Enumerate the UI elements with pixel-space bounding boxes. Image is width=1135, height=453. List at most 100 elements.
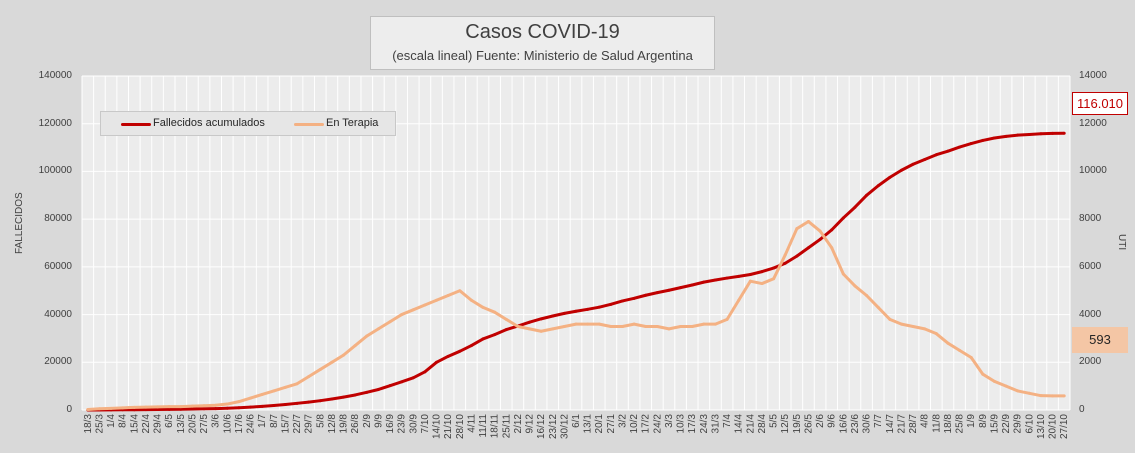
data-point <box>853 205 857 209</box>
data-point <box>876 184 880 188</box>
data-point <box>783 253 787 257</box>
x-tick-label: 27/1 <box>606 414 617 434</box>
data-point <box>400 313 404 317</box>
x-tick-label: 11/11 <box>478 414 489 438</box>
data-point <box>481 305 485 309</box>
data-point <box>435 298 439 302</box>
x-tick-label: 24/3 <box>699 414 710 434</box>
data-point <box>795 254 799 258</box>
x-tick-label: 4/8 <box>920 414 931 428</box>
x-tick-label: 9/6 <box>827 414 838 428</box>
data-point <box>516 325 520 328</box>
legend-swatch-terapia <box>294 123 324 126</box>
y-tick-label-right: 4000 <box>1079 308 1102 320</box>
data-point <box>818 229 822 233</box>
data-point <box>446 293 450 297</box>
x-tick-label: 6/1 <box>571 414 582 428</box>
x-tick-label: 23/9 <box>397 414 408 434</box>
data-point <box>725 276 729 280</box>
data-point <box>958 145 962 149</box>
data-point <box>388 384 392 388</box>
data-point <box>911 325 915 328</box>
x-tick-label: 30/9 <box>408 414 419 434</box>
x-tick-label: 16/12 <box>536 414 547 439</box>
data-point <box>644 325 648 328</box>
x-tick-label: 3/2 <box>617 414 628 428</box>
data-point <box>469 344 473 348</box>
x-tick-label: 30/12 <box>559 414 570 439</box>
x-tick-label: 19/5 <box>792 414 803 434</box>
x-tick-label: 15/7 <box>280 414 291 434</box>
data-point <box>528 320 532 324</box>
x-tick-label: 6/5 <box>164 414 175 428</box>
x-tick-label: 6/10 <box>1024 414 1035 434</box>
data-point <box>748 272 752 276</box>
x-tick-label: 1/7 <box>257 414 268 428</box>
x-tick-label: 28/10 <box>455 414 466 439</box>
data-point <box>342 353 346 357</box>
data-point <box>876 305 880 309</box>
data-point <box>737 298 741 302</box>
y-tick-label-right: 2000 <box>1079 356 1102 368</box>
callout-fallecidos: 116.010 <box>1072 92 1128 115</box>
data-point <box>353 393 357 397</box>
x-tick-label: 23/6 <box>850 414 861 434</box>
data-point <box>992 136 996 140</box>
x-tick-label: 5/8 <box>315 414 326 428</box>
data-point <box>562 325 566 328</box>
data-point <box>1027 132 1031 136</box>
data-point <box>202 404 206 408</box>
x-tick-label: 2/12 <box>513 414 524 434</box>
data-point <box>748 279 752 283</box>
data-point <box>551 327 555 331</box>
series-en-terapia <box>86 220 1066 412</box>
x-tick-label: 25/3 <box>94 414 105 434</box>
x-tick-label: 13/1 <box>583 414 594 434</box>
data-point <box>562 311 566 315</box>
data-point <box>283 385 287 389</box>
data-point <box>958 348 962 352</box>
data-point <box>1051 394 1055 398</box>
x-tick-label: 1/4 <box>106 414 117 428</box>
data-point <box>713 322 717 326</box>
data-point <box>237 406 241 410</box>
data-point <box>690 283 694 287</box>
data-point <box>737 274 741 278</box>
data-point <box>435 360 439 364</box>
legend: Fallecidos acumulados En Terapia <box>100 111 396 136</box>
data-point <box>190 404 194 408</box>
data-point <box>992 379 996 383</box>
data-point <box>458 289 462 293</box>
data-point <box>156 408 160 412</box>
data-point <box>167 407 171 411</box>
data-point <box>806 246 810 250</box>
x-tick-label: 20/1 <box>594 414 605 434</box>
data-point <box>214 403 218 407</box>
data-point <box>307 400 311 404</box>
data-point <box>283 403 287 407</box>
x-tick-label: 14/4 <box>734 414 745 434</box>
data-point <box>260 404 264 408</box>
data-point <box>539 329 543 333</box>
data-point <box>841 216 845 220</box>
data-point <box>574 309 578 313</box>
x-tick-label: 14/10 <box>432 414 443 439</box>
data-point <box>690 325 694 328</box>
data-point <box>888 317 892 321</box>
data-point <box>1016 389 1020 393</box>
x-tick-label: 1/9 <box>966 414 977 428</box>
x-tick-label: 16/9 <box>385 414 396 434</box>
y-tick-label-right: 8000 <box>1079 213 1102 225</box>
data-point <box>946 149 950 153</box>
y-tick-label-left: 60000 <box>44 260 72 272</box>
data-point <box>528 327 532 331</box>
data-point <box>702 322 706 326</box>
x-tick-label: 18/8 <box>943 414 954 434</box>
data-point <box>493 310 497 314</box>
series-fallecidos <box>86 131 1066 412</box>
data-point <box>272 389 276 393</box>
data-point <box>923 158 927 161</box>
data-point <box>934 332 938 336</box>
data-point <box>772 266 776 270</box>
x-tick-label: 12/5 <box>780 414 791 434</box>
